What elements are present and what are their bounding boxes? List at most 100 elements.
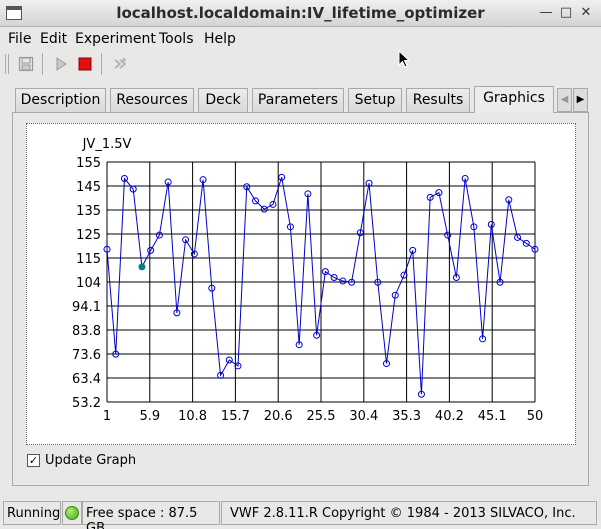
data-point [330,274,338,282]
data-point [286,223,294,231]
data-point [374,278,382,286]
data-point [487,220,495,228]
data-point [138,263,146,271]
data-point [243,183,251,191]
tab-scroll-left-icon[interactable]: ◀ [557,88,572,112]
stop-icon[interactable] [74,53,96,75]
data-point [444,231,452,239]
x-tick-label: 35.3 [392,409,421,424]
status-indicator [62,501,82,525]
tab-description[interactable]: Description [15,88,106,112]
y-tick-label: 155 [76,156,101,171]
debug-icon[interactable] [109,53,131,75]
y-tick-label: 125 [76,228,101,243]
data-point [461,175,469,183]
data-point [365,179,373,187]
data-point [505,196,513,204]
data-point [120,175,128,183]
title-bar: localhost.localdomain:IV_lifetime_optimi… [0,0,601,27]
menu-edit[interactable]: Edit [40,31,68,47]
tab-setup[interactable]: Setup [348,88,402,112]
menu-help[interactable]: Help [204,31,236,47]
data-point [260,205,268,213]
data-point [304,190,312,198]
toolbar-separator [101,53,102,75]
series-line [106,177,536,395]
y-tick-label: 145 [76,180,101,195]
x-tick-label: 45.1 [478,409,507,424]
tab-resources[interactable]: Resources [110,88,194,112]
tab-bar: Description Resources Deck Parameters Se… [0,86,601,113]
minimize-button[interactable]: — [539,5,553,20]
tab-scroll-right-icon[interactable]: ▶ [573,88,588,112]
data-point [155,231,163,239]
data-point [225,356,233,364]
status-bar: Running Free space : 87.5 GB VWF 2.8.11.… [0,499,601,529]
update-graph-checkbox[interactable]: ✓ [27,454,40,467]
data-point [313,331,321,339]
data-point [269,200,277,208]
x-tick-label: 30.4 [349,409,378,424]
tab-parameters[interactable]: Parameters [252,88,344,112]
menu-tools[interactable]: Tools [159,31,194,47]
data-point [339,277,347,285]
data-point [409,246,417,254]
data-point [514,233,522,241]
data-point [391,291,399,299]
close-button[interactable]: ✕ [580,5,592,20]
x-tick-label: 10.8 [178,409,207,424]
jv-chart[interactable]: 1 5.9 10.8 15.7 20.6 25.5 30.4 35.3 40.2 45.1 50 53… [27,124,575,444]
data-point [208,284,216,292]
y-tick-label: 73.6 [72,348,101,363]
y-tick-label: 53.2 [72,396,101,411]
save-icon[interactable] [15,53,37,75]
run-icon[interactable] [50,53,72,75]
status-free-space: Free space : 87.5 GB [82,501,220,529]
data-point [383,360,391,368]
menu-experiment[interactable]: Experiment [75,31,156,47]
data-point [182,236,190,244]
data-point [199,176,207,184]
x-tick-label: 25.5 [307,409,336,424]
toolbar-grip[interactable] [5,54,9,74]
data-point [496,278,504,286]
data-point [531,245,539,253]
x-tick-label: 15.7 [221,409,250,424]
data-point [217,371,225,379]
x-tick-label: 50 [527,409,544,424]
maximize-button[interactable]: □ [559,5,573,20]
data-point [278,173,286,181]
data-point [356,229,364,237]
data-point [112,350,120,358]
mouse-cursor-icon [398,50,411,68]
data-point [234,362,242,370]
data-point [129,185,137,193]
data-point [295,341,303,349]
data-point [470,223,478,231]
status-led-icon [65,506,79,520]
data-point [190,250,198,258]
tab-results[interactable]: Results [406,88,470,112]
data-point [164,178,172,186]
data-point [348,278,356,286]
menu-bar: File Edit Experiment Tools Help [0,27,601,51]
tab-graphics[interactable]: Graphics [474,86,554,113]
data-point [522,239,530,247]
data-point [426,193,434,201]
x-tick-label: 5.9 [139,409,160,424]
window-icon[interactable] [6,6,22,20]
status-copyright: VWF 2.8.11.R Copyright © 1984 - 2013 SIL… [221,501,597,525]
data-point [400,271,408,279]
status-state: Running [3,501,61,525]
x-tick-label: 20.6 [264,409,293,424]
chart-title: JV_1.5V [82,137,132,152]
y-tick-label: 83.8 [72,324,101,339]
y-tick-label: 63.4 [72,372,101,387]
graphics-panel: 1 5.9 10.8 15.7 20.6 25.5 30.4 35.3 40.2 45.1 50 53… [12,112,589,486]
window-title: localhost.localdomain:IV_lifetime_optimi… [116,4,485,22]
y-tick-label: 135 [76,204,101,219]
tab-deck[interactable]: Deck [198,88,248,112]
update-graph-label[interactable]: Update Graph [45,453,137,468]
menu-file[interactable]: File [8,31,32,47]
x-tick-label: 1 [103,409,111,424]
